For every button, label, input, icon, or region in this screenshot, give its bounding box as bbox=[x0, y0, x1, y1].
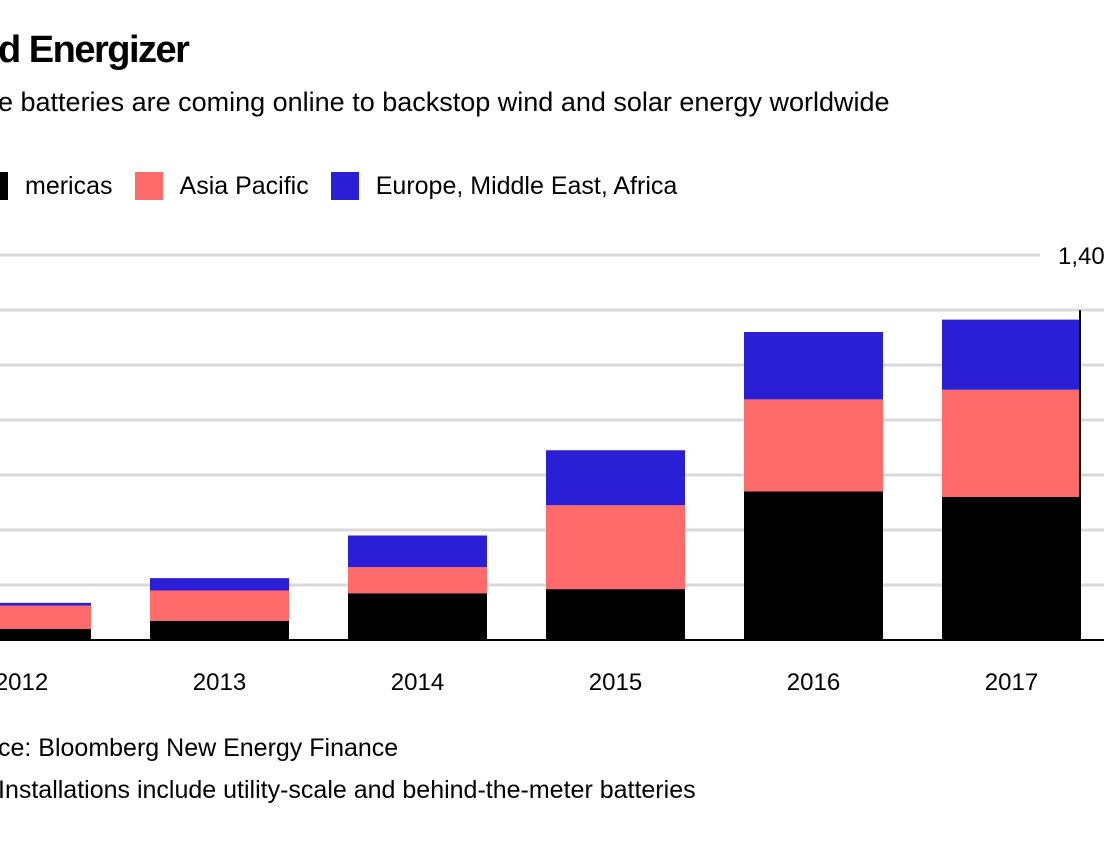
x-tick-label-2013: 2013 bbox=[193, 669, 246, 696]
x-tick-label-2012: 2012 bbox=[0, 669, 48, 696]
axes: 1,40 2012 2013 2014 2015 2016 2017 bbox=[0, 243, 1104, 696]
bar-2016-series-0 bbox=[744, 491, 883, 640]
legend-label-emea: Europe, Middle East, Africa bbox=[375, 172, 678, 200]
bar-2013-series-0 bbox=[150, 620, 289, 640]
legend-item-emea: Europe, Middle East, Africa bbox=[330, 166, 678, 206]
bar-2014-series-2 bbox=[348, 535, 487, 568]
legend-swatch-emea bbox=[330, 172, 359, 200]
chart-subtitle: e batteries are coming online to backsto… bbox=[0, 87, 890, 117]
bar-2015-series-1 bbox=[546, 505, 685, 590]
bar-2012-series-2 bbox=[0, 602, 91, 606]
bar-2017-series-1 bbox=[942, 389, 1081, 497]
legend-item-asia-pacific: Asia Pacific bbox=[134, 166, 309, 206]
legend-item-americas: mericas bbox=[0, 166, 113, 206]
x-tick-label-2016: 2016 bbox=[787, 669, 840, 696]
y-tick-label-top: 1,40 bbox=[1058, 243, 1104, 270]
bar-2012-series-1 bbox=[0, 605, 91, 629]
chart-title: d Energizer bbox=[0, 29, 190, 71]
bar-2016-series-1 bbox=[744, 399, 883, 492]
bar-2017-series-2 bbox=[942, 319, 1081, 390]
legend-label-asia-pacific: Asia Pacific bbox=[179, 172, 309, 200]
legend-swatch-asia-pacific bbox=[134, 172, 163, 200]
bar-2014-series-0 bbox=[348, 593, 487, 640]
footnote: Installations include utility-scale and … bbox=[0, 776, 696, 804]
x-tick-label-2015: 2015 bbox=[589, 669, 642, 696]
x-tick-label-2014: 2014 bbox=[391, 669, 444, 696]
bar-2014-series-1 bbox=[348, 567, 487, 594]
legend-swatch-americas bbox=[0, 172, 8, 200]
bar-2017-series-0 bbox=[942, 497, 1081, 640]
bar-2013-series-2 bbox=[150, 578, 289, 591]
bar-2016-series-2 bbox=[744, 332, 883, 400]
bar-2013-series-1 bbox=[150, 590, 289, 621]
source-note: ce: Bloomberg New Energy Finance bbox=[0, 734, 399, 762]
bar-2015-series-2 bbox=[546, 450, 685, 506]
x-tick-label-2017: 2017 bbox=[985, 669, 1038, 696]
bar-2015-series-0 bbox=[546, 589, 685, 640]
legend-label-americas: mericas bbox=[25, 172, 113, 200]
bar-2012-series-0 bbox=[0, 629, 91, 640]
legend: mericas Asia Pacific Europe, Middle East… bbox=[0, 166, 699, 206]
bars bbox=[0, 319, 1081, 640]
